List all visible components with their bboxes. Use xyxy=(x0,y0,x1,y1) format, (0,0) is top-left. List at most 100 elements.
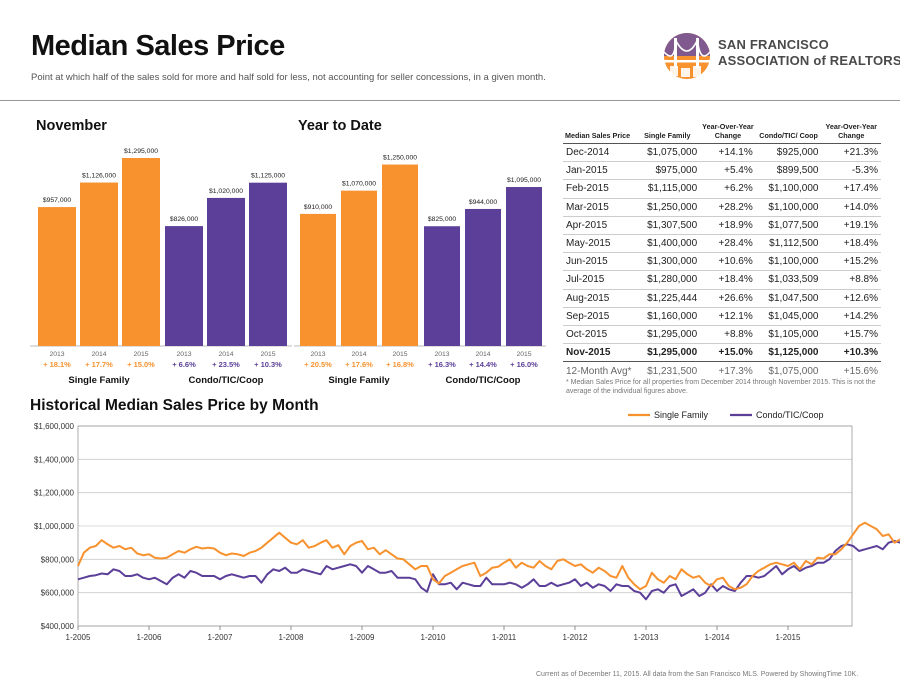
x-tick-label: 1-2007 xyxy=(208,633,233,642)
bar-year-label: 2015 xyxy=(516,351,531,358)
table-cell: $1,077,500 xyxy=(755,216,822,235)
table-cell: $1,100,000 xyxy=(755,198,822,217)
table-row: 12-Month Avg* $1,231,500 +17.3% $1,075,000 +… xyxy=(563,362,881,380)
bar-change-label: + 16.0% xyxy=(510,360,538,369)
bar-year-label: 2014 xyxy=(218,351,233,358)
table-cell: $1,100,000 xyxy=(755,179,822,199)
y-tick-label: $1,600,000 xyxy=(34,422,75,431)
table-cell: $925,000 xyxy=(755,143,822,163)
table-cell: +18.4% xyxy=(700,270,756,290)
bar-year-label: 2015 xyxy=(392,351,407,358)
x-tick-label: 1-2013 xyxy=(634,633,659,642)
bar-group-label: Condo/TIC/Coop xyxy=(189,375,264,386)
bar xyxy=(38,207,76,346)
bar-value-label: $910,000 xyxy=(304,204,333,211)
table-row-label: Dec-2014 xyxy=(563,143,635,163)
table-cell: $1,105,000 xyxy=(755,325,822,345)
table-cell: +17.4% xyxy=(821,179,881,199)
table-cell: +15.0% xyxy=(700,343,756,363)
table-cell: $1,295,000 xyxy=(634,325,701,345)
bar-change-label: + 14.4% xyxy=(469,360,497,369)
table-cell: -5.3% xyxy=(821,161,881,181)
bar xyxy=(506,187,542,346)
table-cell: $975,000 xyxy=(634,161,701,181)
series-line xyxy=(77,521,900,591)
table-cell: +28.2% xyxy=(700,198,756,217)
table-cell: +14.0% xyxy=(821,198,881,217)
bar xyxy=(207,197,245,346)
x-tick-label: 1-2012 xyxy=(563,633,588,642)
y-tick-label: $800,000 xyxy=(41,555,75,564)
bar-value-label: $1,125,000 xyxy=(251,173,285,180)
bar xyxy=(165,226,203,346)
bar-year-label: 2014 xyxy=(351,351,366,358)
bar xyxy=(465,208,501,346)
bar-value-label: $825,000 xyxy=(428,216,457,223)
bar xyxy=(300,213,336,346)
table-row: Oct-2015 $1,295,000 +8.8% $1,105,000 +15.7% xyxy=(563,325,881,345)
bar-change-label: + 16.3% xyxy=(428,360,456,369)
table-cell: +8.8% xyxy=(700,325,756,345)
table-row: Sep-2015 $1,160,000 +12.1% $1,045,000 +14.2% xyxy=(563,307,881,326)
table-header-cell: Median Sales Price xyxy=(563,122,635,144)
bar-group-label: Single Family xyxy=(68,375,130,386)
bar xyxy=(80,182,118,346)
bar-value-label: $1,295,000 xyxy=(124,148,158,155)
page-title: Median Sales Price xyxy=(31,30,285,62)
table-row-label: Sep-2015 xyxy=(563,307,635,326)
bar-change-label: + 17.6% xyxy=(345,360,373,369)
bar xyxy=(341,190,377,346)
table-cell: $1,125,000 xyxy=(755,343,822,363)
table-cell: +14.2% xyxy=(821,307,881,326)
page-subtitle: Point at which half of the sales sold fo… xyxy=(31,72,546,83)
table-row-label: May-2015 xyxy=(563,234,635,254)
table-header-cell: Year-Over-Year Change xyxy=(700,122,756,144)
ytd-chart-title: Year to Date xyxy=(298,118,382,134)
bar-change-label: + 6.6% xyxy=(172,360,196,369)
table-cell: +15.7% xyxy=(821,325,881,345)
y-tick-label: $1,000,000 xyxy=(34,522,75,531)
bar-year-label: 2015 xyxy=(133,351,148,358)
bar-change-label: + 15.0% xyxy=(127,360,155,369)
x-tick-label: 1-2005 xyxy=(66,633,91,642)
table-row-label: 12-Month Avg* xyxy=(566,365,632,377)
table-cell: $1,307,500 xyxy=(634,216,701,235)
table-cell: +17.3% xyxy=(718,365,753,377)
table-cell: +12.6% xyxy=(821,289,881,308)
bar-value-label: $1,020,000 xyxy=(209,188,243,195)
table-row-label: Oct-2015 xyxy=(563,325,635,345)
table-row-label: Apr-2015 xyxy=(563,216,635,235)
legend-label: Condo/TIC/Coop xyxy=(756,410,824,420)
x-tick-label: 1-2014 xyxy=(705,633,730,642)
bar-year-label: 2014 xyxy=(91,351,106,358)
table-row: Apr-2015 $1,307,500 +18.9% $1,077,500 +19.1% xyxy=(563,216,881,235)
table-cell: $1,225,444 xyxy=(634,289,701,308)
bar-value-label: $957,000 xyxy=(43,197,72,204)
y-tick-label: $1,400,000 xyxy=(34,455,75,464)
bar xyxy=(122,158,160,346)
table-cell: +10.3% xyxy=(821,343,881,363)
plot-frame xyxy=(77,425,853,627)
bar-value-label: $944,000 xyxy=(469,199,498,206)
bar-value-label: $1,126,000 xyxy=(82,173,116,180)
table-header-cell: Single Family xyxy=(634,122,701,144)
table-row-label: Nov-2015 xyxy=(563,343,635,363)
bar-value-label: $1,070,000 xyxy=(342,181,376,188)
table-row: Aug-2015 $1,225,444 +26.6% $1,047,500 +12.6% xyxy=(563,289,881,308)
bar-year-label: 2013 xyxy=(434,351,449,358)
table-cell: +5.4% xyxy=(700,161,756,181)
table-cell: +6.2% xyxy=(700,179,756,199)
table-cell: $1,300,000 xyxy=(634,252,701,272)
x-tick-label: 1-2008 xyxy=(279,633,304,642)
monthly-price-table: Median Sales Price Single Family Year-Ov… xyxy=(563,122,881,380)
bar-change-label: + 18.1% xyxy=(43,360,71,369)
table-header-cell: Year-Over-Year Change xyxy=(821,122,881,144)
bar-group-label: Single Family xyxy=(328,375,390,386)
table-row-label: Jun-2015 xyxy=(563,252,635,272)
x-tick-label: 1-2006 xyxy=(137,633,162,642)
table-cell: $1,250,000 xyxy=(634,198,701,217)
table-row-label: Mar-2015 xyxy=(563,198,635,217)
table-cell: $1,047,500 xyxy=(755,289,822,308)
x-tick-label: 1-2015 xyxy=(776,633,801,642)
bar xyxy=(249,182,287,346)
